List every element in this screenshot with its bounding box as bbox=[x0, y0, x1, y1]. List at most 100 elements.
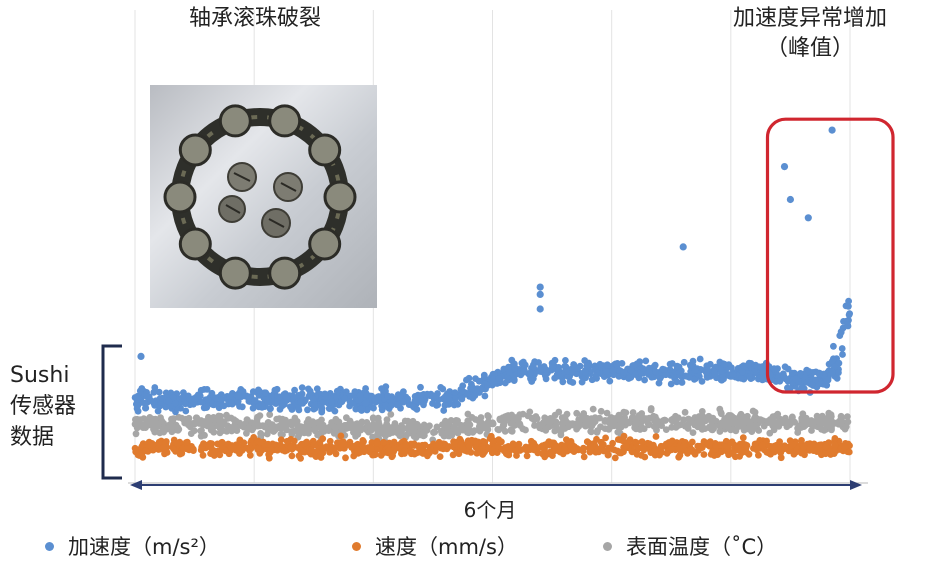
temperature-point bbox=[692, 420, 699, 427]
velocity-point bbox=[326, 446, 333, 454]
temperature-point bbox=[201, 431, 208, 439]
temperature-point bbox=[605, 426, 613, 433]
acceleration-point bbox=[471, 392, 479, 399]
acceleration-point bbox=[682, 372, 689, 380]
temperature-point bbox=[721, 415, 729, 423]
acceleration-point bbox=[626, 373, 634, 381]
bearing-ball bbox=[268, 104, 302, 138]
acceleration-point bbox=[155, 388, 163, 396]
sensor-data-bracket bbox=[101, 344, 122, 480]
velocity-point bbox=[800, 443, 808, 451]
velocity-point bbox=[789, 441, 797, 449]
velocity-point bbox=[172, 447, 179, 455]
acceleration-point bbox=[347, 392, 355, 400]
bearing-fracture-annotation: 轴承滚珠破裂 bbox=[188, 6, 321, 31]
velocity-point bbox=[658, 448, 666, 456]
acceleration-point bbox=[582, 369, 589, 376]
temperature-point bbox=[442, 417, 449, 425]
temperature-point bbox=[844, 413, 851, 420]
acceleration-point bbox=[226, 393, 234, 400]
temperature-point bbox=[254, 413, 261, 421]
acceleration-point bbox=[592, 372, 600, 380]
acceleration-point bbox=[437, 384, 445, 391]
acceleration-point bbox=[535, 359, 542, 366]
acceleration-point bbox=[511, 360, 518, 368]
temperature-point bbox=[305, 429, 312, 437]
temperature-point bbox=[651, 417, 658, 424]
acceleration-point bbox=[651, 361, 659, 369]
acceleration-point bbox=[138, 385, 146, 392]
temperature-point bbox=[477, 414, 485, 421]
velocity-point bbox=[763, 437, 770, 445]
acceleration-point bbox=[143, 393, 151, 400]
acceleration-point bbox=[446, 396, 453, 404]
velocity-point bbox=[336, 444, 344, 452]
bearing-ball bbox=[268, 256, 302, 290]
temperature-point bbox=[837, 412, 845, 420]
temperature-point bbox=[499, 421, 507, 429]
acceleration-point bbox=[830, 342, 837, 350]
acceleration-point bbox=[382, 402, 390, 409]
velocity-point bbox=[515, 440, 523, 448]
legend-item-acceleration: 加速度（m/s²） bbox=[45, 531, 220, 561]
acceleration-point bbox=[150, 398, 158, 406]
acceleration-point bbox=[639, 365, 647, 372]
velocity-point bbox=[520, 445, 528, 453]
temperature-point bbox=[596, 414, 603, 422]
temperature-point bbox=[225, 426, 232, 434]
velocity-point bbox=[300, 448, 307, 456]
velocity-point bbox=[264, 440, 272, 448]
temperature-point bbox=[274, 423, 282, 430]
temperature-point bbox=[681, 408, 689, 416]
temperature-point bbox=[185, 414, 193, 422]
temperature-point bbox=[387, 411, 395, 418]
temperature-point bbox=[584, 419, 592, 427]
temperature-point bbox=[764, 418, 772, 425]
legend-dot-acceleration bbox=[45, 541, 54, 551]
acceleration-point bbox=[362, 399, 370, 407]
velocity-point bbox=[777, 454, 785, 462]
temperature-point bbox=[512, 414, 520, 421]
acceleration-point bbox=[463, 376, 470, 384]
acceleration-point bbox=[666, 360, 674, 368]
velocity-point bbox=[751, 440, 759, 448]
acceleration-point bbox=[481, 392, 489, 400]
velocity-point bbox=[388, 453, 396, 461]
temperature-point bbox=[807, 417, 815, 424]
acceleration-point bbox=[139, 399, 147, 406]
temperature-point bbox=[287, 418, 295, 426]
acceleration-point bbox=[331, 407, 339, 415]
acceleration-point bbox=[258, 403, 266, 411]
acceleration-point bbox=[204, 396, 212, 403]
velocity-point bbox=[815, 441, 823, 449]
acceleration-point bbox=[378, 385, 385, 392]
acceleration-point bbox=[690, 375, 698, 383]
acceleration-point bbox=[729, 371, 737, 378]
temperature-point bbox=[675, 422, 682, 429]
velocity-point bbox=[697, 442, 704, 450]
acceleration-point bbox=[689, 357, 697, 365]
velocity-point bbox=[646, 440, 653, 448]
temperature-point bbox=[403, 431, 411, 439]
anomaly-highlight-box bbox=[765, 117, 895, 394]
acceleration-point bbox=[228, 400, 235, 407]
acceleration-point bbox=[154, 407, 162, 415]
acceleration-point bbox=[268, 392, 275, 400]
velocity-point bbox=[546, 449, 554, 457]
bearing-ball bbox=[308, 133, 342, 167]
acceleration-point bbox=[641, 376, 648, 384]
temperature-point bbox=[841, 425, 849, 433]
velocity-point bbox=[178, 449, 186, 457]
velocity-point bbox=[676, 451, 684, 459]
acceleration-point bbox=[271, 386, 279, 394]
acceleration-point bbox=[346, 398, 354, 406]
acceleration-point bbox=[609, 366, 617, 374]
velocity-point bbox=[136, 452, 143, 459]
acceleration-point bbox=[355, 397, 363, 404]
velocity-point bbox=[727, 439, 735, 447]
velocity-point bbox=[781, 444, 789, 451]
velocity-point bbox=[608, 445, 616, 453]
temperature-point bbox=[501, 427, 509, 435]
temperature-point bbox=[580, 410, 588, 417]
temperature-point bbox=[573, 409, 581, 417]
